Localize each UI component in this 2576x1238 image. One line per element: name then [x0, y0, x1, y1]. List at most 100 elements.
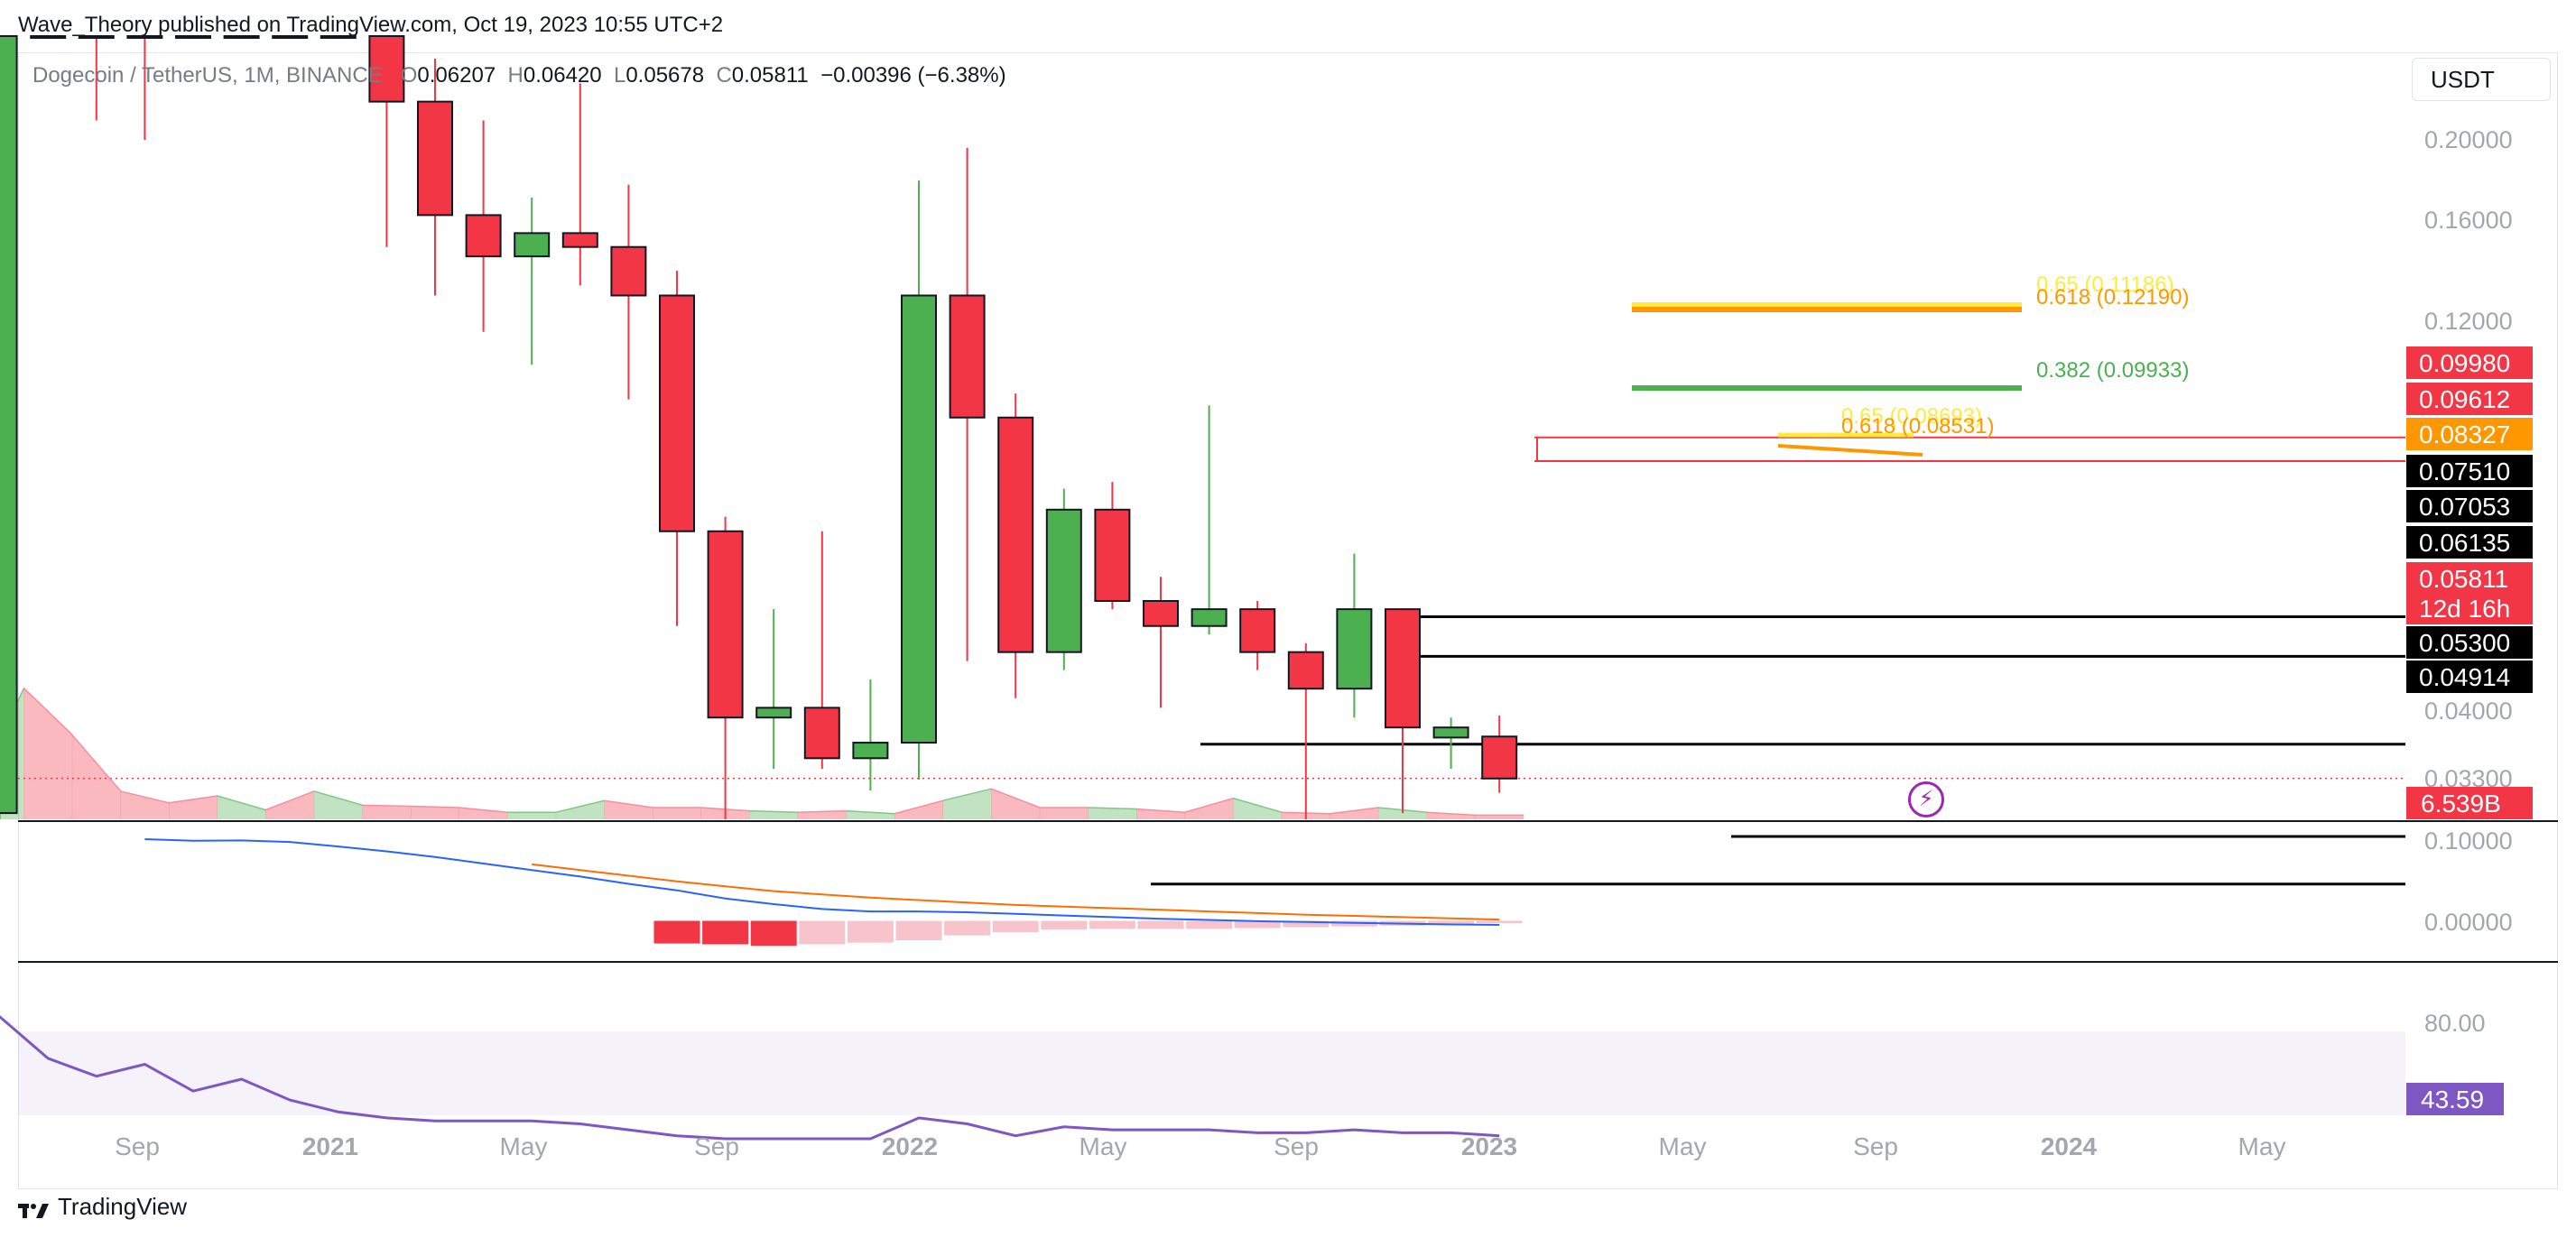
candle-body [707, 530, 744, 719]
fib-level-label: 0.618 (0.08531) [1841, 414, 1994, 439]
rsi-label-text: 43.59 [2421, 1086, 2484, 1113]
time-axis-tick: 2023 [1461, 1132, 1517, 1160]
volume-edge [1232, 797, 1283, 813]
currency-button[interactable]: USDT [2412, 58, 2551, 101]
price-label-box [2406, 418, 2533, 450]
footer-brand: TradingView [58, 1193, 188, 1220]
price-label-text: 0.09612 [2419, 385, 2510, 413]
candle-body [1094, 508, 1131, 602]
volume-area [797, 810, 847, 819]
volume-area [653, 808, 701, 819]
candle-body [901, 294, 937, 744]
price-label-text: 0.08327 [2419, 420, 2510, 448]
price-label-text: 0.07053 [2419, 493, 2510, 521]
fib-level-label: 0.65 (0.08693) [1841, 404, 1982, 429]
price-label-text: 0.07510 [2419, 457, 2510, 485]
legend-open: 0.06207 [417, 63, 496, 88]
volume-area [362, 805, 412, 819]
macd-histogram-bar [846, 919, 894, 944]
volume-edge [604, 799, 653, 808]
legend-h-label: H [507, 63, 524, 88]
candle-body [1481, 735, 1518, 780]
candle-body [30, 35, 67, 39]
candle-body [465, 214, 502, 258]
candle-body [223, 35, 260, 39]
volume-edge [362, 804, 412, 808]
volume-area [1039, 808, 1089, 819]
volume-area [749, 810, 799, 819]
macd-histogram-bar [943, 919, 992, 937]
price-axis-tick: 0.04000 [2424, 698, 2513, 725]
volume-area [23, 688, 73, 819]
volume-edge [797, 809, 847, 813]
time-axis-tick: May [500, 1132, 548, 1160]
volume-area [1184, 798, 1234, 819]
time-axis-tick: Sep [694, 1132, 739, 1160]
macd-axis-tick: 0.10000 [2424, 827, 2513, 855]
volume-edge [942, 788, 992, 801]
candle-body [272, 35, 309, 39]
volume-edge [410, 805, 460, 808]
candle-body [949, 294, 986, 419]
volume-area [1330, 808, 1379, 819]
fib-level-label: 0.65 (0.11186) [2036, 273, 2174, 297]
volume-edge [555, 799, 605, 813]
rsi-axis-tick: 80.00 [2424, 1010, 2486, 1037]
volume-area [942, 789, 992, 819]
volume-area [265, 790, 315, 819]
volume-edge [894, 799, 944, 815]
volume-area [1426, 812, 1476, 819]
candle-body [1432, 726, 1469, 739]
legend-l-label: L [613, 63, 626, 88]
legend-o-label: O [400, 63, 418, 88]
macd-histogram-bar [894, 919, 943, 941]
price-label-box [2406, 383, 2533, 415]
volume-edge [990, 788, 1041, 808]
volume-edge [120, 790, 170, 804]
macd-histogram-bar [798, 919, 847, 946]
volume-edge [264, 790, 315, 811]
legend-close: 0.05811 [731, 63, 809, 88]
volume-area [1088, 808, 1137, 819]
volume-edge [846, 809, 895, 815]
volume-area [459, 808, 508, 819]
candle-body [803, 707, 840, 760]
candle-body [417, 100, 453, 217]
macd-histogram-bar [1185, 919, 1234, 930]
volume-area [120, 790, 170, 819]
macd-histogram-bar [701, 919, 750, 946]
volume-edge [168, 795, 218, 804]
chart-frame [18, 52, 2558, 1189]
volume-area [313, 790, 363, 819]
rsi-layer [0, 1015, 2405, 1141]
macd-histogram-bar [749, 919, 798, 947]
publisher-caption: Wave_Theory published on TradingView.com… [18, 13, 724, 37]
time-axis-tick: 2024 [2041, 1132, 2098, 1160]
footer: TradingView [18, 1193, 187, 1221]
candle-body [610, 245, 647, 297]
lightning-icon[interactable]: ⚡ [1908, 781, 1944, 818]
legend-high: 0.06420 [523, 63, 602, 88]
volume-area [217, 796, 266, 819]
volume-edge [459, 807, 508, 813]
candle-body [1045, 508, 1082, 653]
volume-label-box [2406, 787, 2533, 819]
volume-layer [0, 687, 1524, 819]
volume-area [1378, 808, 1427, 819]
macd-line [144, 838, 1500, 926]
price-label-text: 0.04914 [2419, 663, 2510, 691]
candle-body [78, 35, 115, 39]
candle-body [1191, 608, 1228, 627]
candle-body [320, 35, 357, 39]
legend-change: −0.00396 (−6.38%) [820, 63, 1006, 88]
volume-area [1233, 798, 1283, 819]
grid-layer [18, 777, 2558, 963]
volume-area [507, 812, 557, 819]
tradingview-logo-icon [18, 1198, 49, 1218]
fib-level-label: 0.618 (0.12190) [2036, 285, 2189, 310]
volume-area [604, 800, 653, 819]
candle-body [126, 35, 163, 39]
candle-body [1385, 608, 1421, 729]
fib-level-line [1777, 444, 1923, 457]
